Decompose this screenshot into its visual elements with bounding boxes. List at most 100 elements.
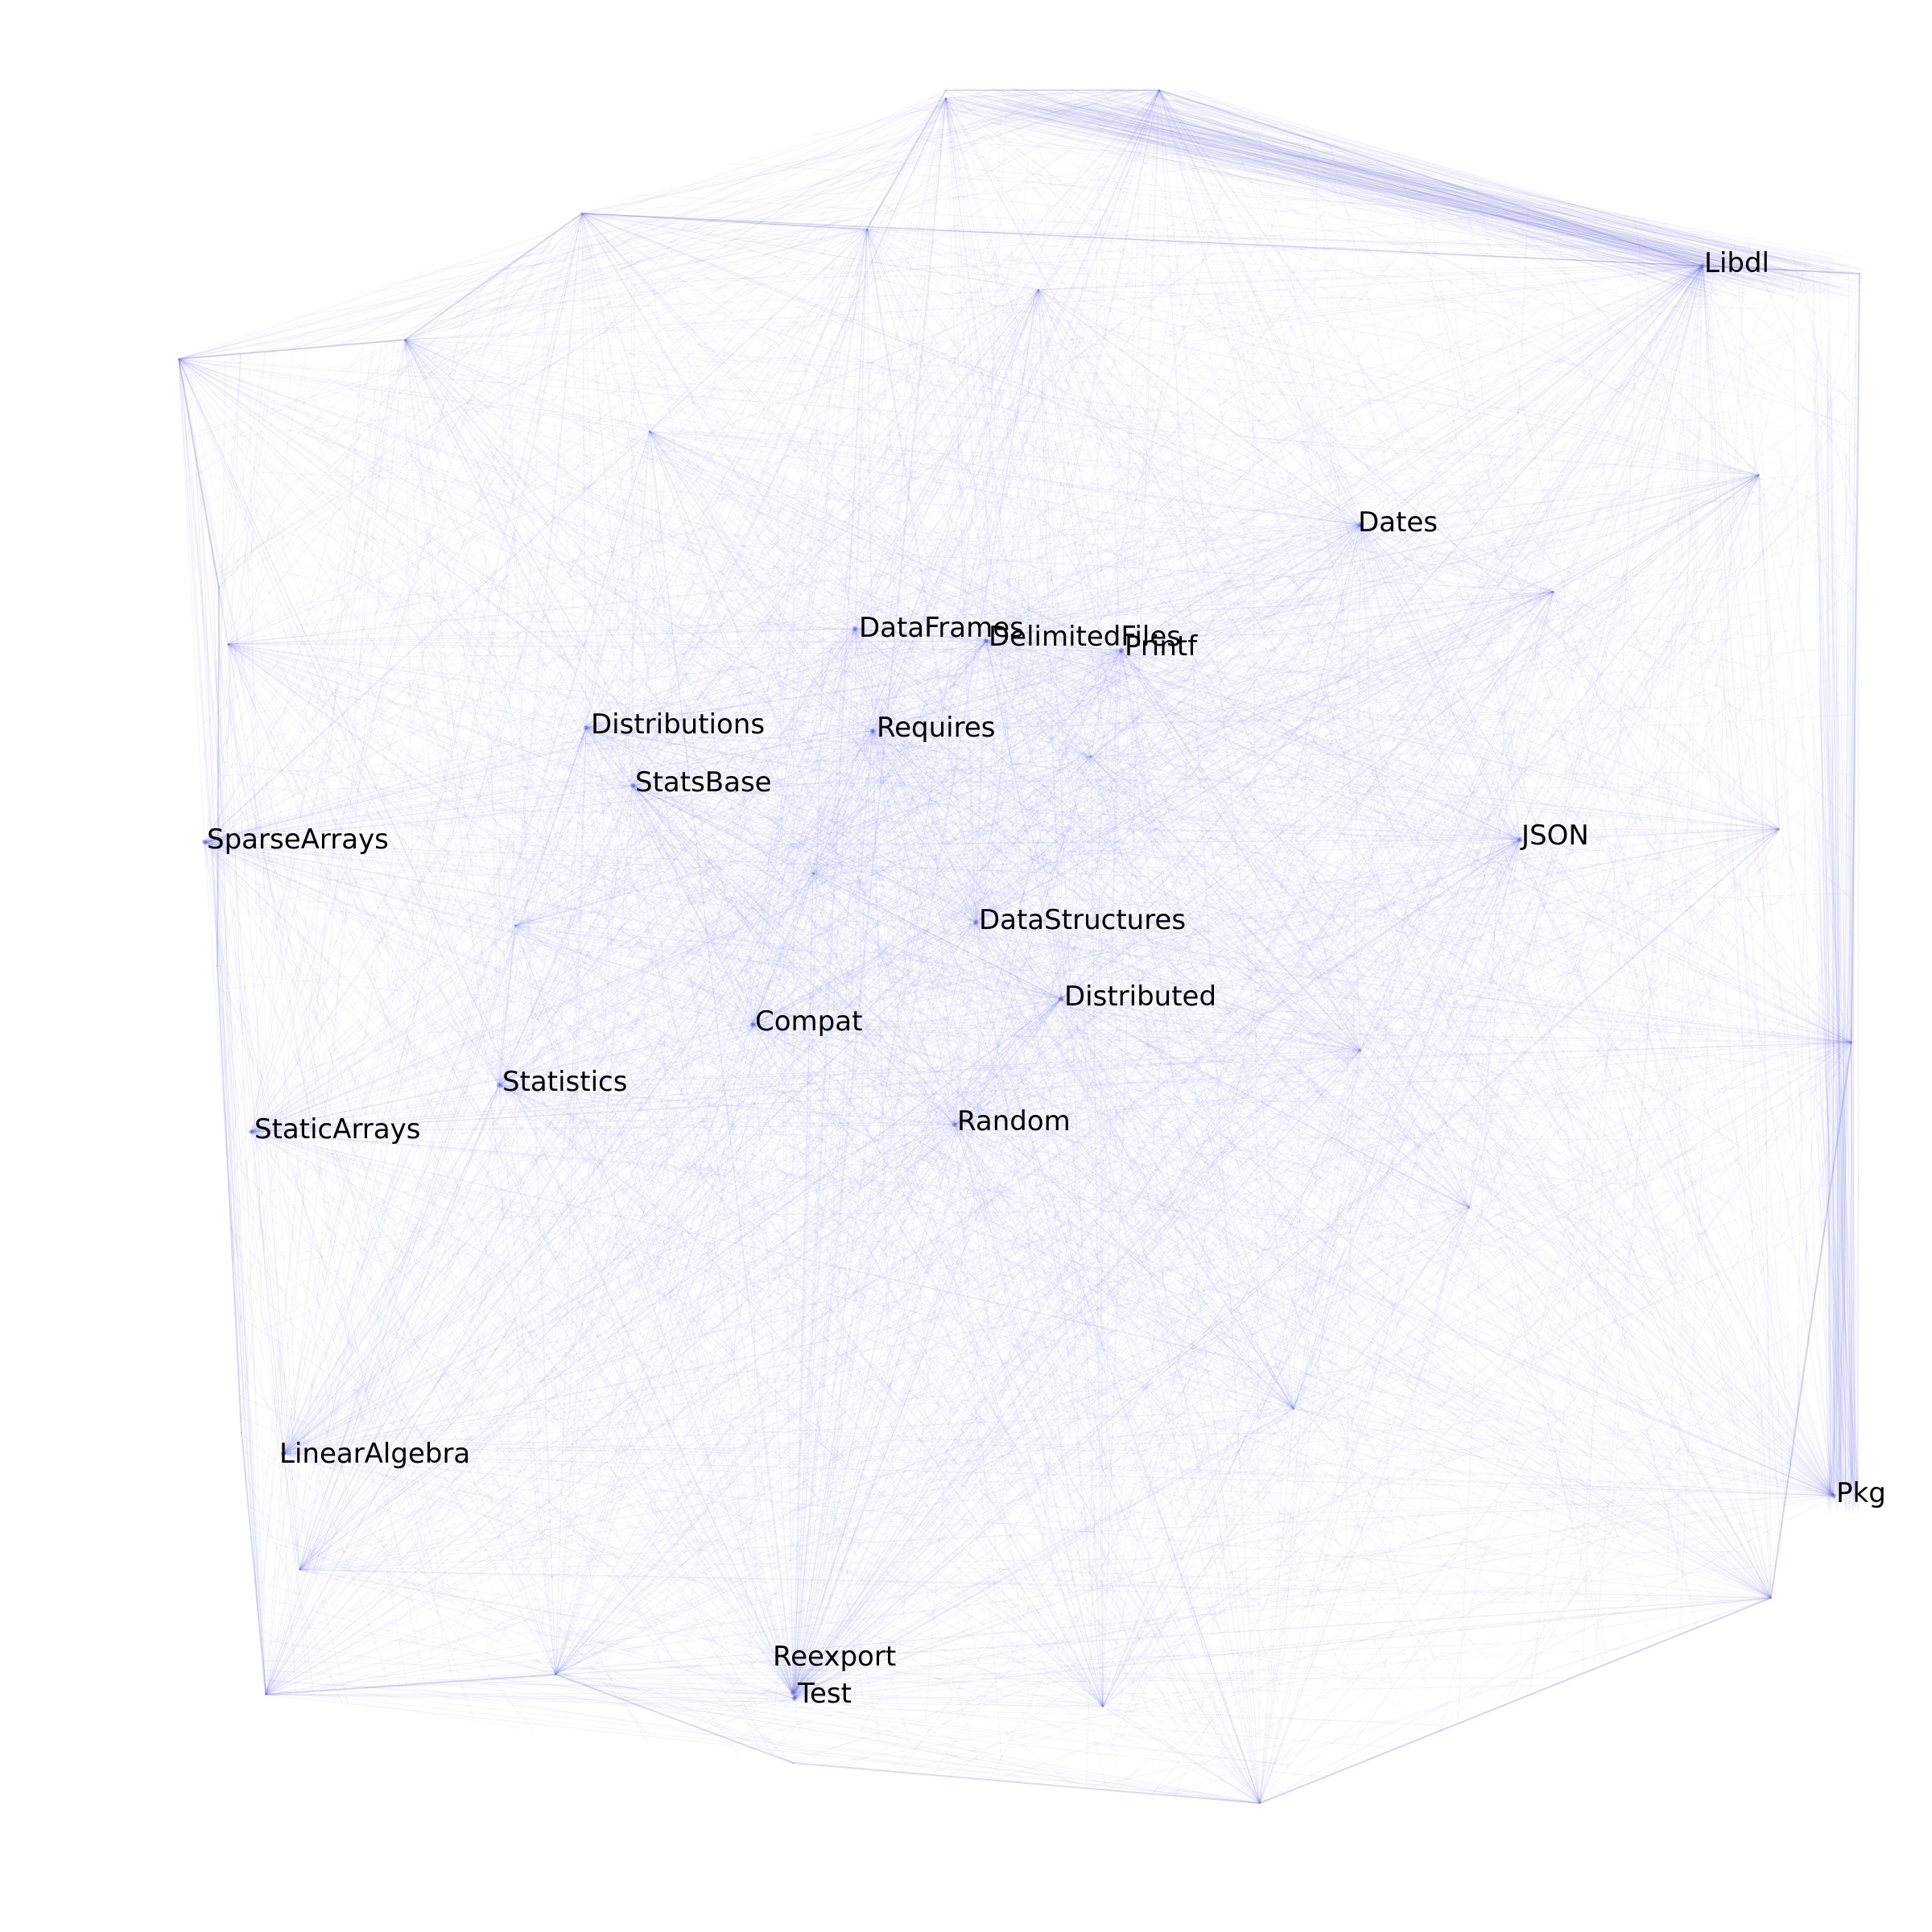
graph-edge: [953, 265, 1703, 679]
graph-edge: [872, 730, 1104, 1707]
graph-edge: [1702, 265, 1780, 830]
graph-edge: [178, 358, 650, 432]
graph-edge: [854, 628, 865, 1195]
graph-edge: [404, 339, 500, 1086]
graph-edge: [997, 265, 1703, 942]
graph-edge: [514, 730, 873, 927]
graph-edge: [854, 628, 1412, 683]
graph-edge: [283, 1453, 1104, 1707]
graph-edge: [854, 628, 1361, 1051]
graph-edge: [872, 97, 947, 732]
graph-edge: [792, 1692, 1104, 1707]
graph-edge: [1315, 265, 1703, 1572]
graph-edge: [1158, 89, 1361, 526]
graph-edge: [945, 97, 1104, 1707]
graph-edge: [1110, 265, 1703, 1303]
graph-edge: [250, 339, 406, 1133]
graph-edge: [555, 998, 1062, 1675]
graph-edge: [265, 1694, 1104, 1707]
graph-edge: [250, 998, 1062, 1133]
graph-edge: [854, 628, 1032, 1363]
graph-edge: [1060, 756, 1092, 1000]
graph-edge: [404, 229, 868, 341]
graph-edge: [265, 873, 814, 1695]
graph-edge: [1242, 188, 1361, 526]
graph-edge: [178, 229, 868, 360]
graph-edge: [794, 828, 1780, 1699]
graph-edge: [794, 1408, 1294, 1699]
graph-edge: [227, 643, 1772, 1599]
graph-edge: [945, 89, 1160, 99]
graph-edge: [812, 640, 987, 874]
graph-edge: [780, 524, 1361, 628]
graph-edge: [585, 727, 1294, 1410]
graph-edge: [227, 628, 856, 645]
graph-edge: [250, 213, 583, 1133]
graph-edge: [250, 229, 868, 1133]
graph-edge: [854, 628, 1104, 1707]
graph-edge: [792, 265, 1703, 1694]
graph-edge: [552, 258, 1361, 526]
graph-edge: [1038, 289, 1361, 526]
graph-edge: [186, 246, 535, 483]
graph-edge: [1360, 524, 1689, 1318]
graph-edge: [498, 591, 1554, 1086]
graph-edge: [1121, 524, 1361, 651]
graph-edge: [1410, 265, 1703, 1418]
graph-edge: [792, 1207, 1470, 1694]
graph-edge: [283, 213, 583, 1455]
graph-edge: [386, 628, 856, 1088]
graph-edge: [812, 828, 1780, 874]
graph-edge: [404, 339, 1470, 1208]
graph-edge: [299, 640, 987, 1571]
graph-edge: [649, 97, 947, 432]
graph-edge: [581, 213, 1294, 1410]
graph-edge: [1102, 1042, 1852, 1707]
graph-edge: [999, 524, 1361, 1395]
graph-edge: [250, 97, 947, 1133]
graph-edge: [555, 524, 1361, 1675]
graph-edge: [1293, 474, 1760, 1410]
graph-edge: [498, 1084, 1772, 1599]
graph-edge: [752, 591, 1554, 1026]
graph-edge: [498, 828, 1780, 1086]
graph-edge: [866, 229, 1092, 758]
graph-edge: [1778, 828, 1852, 1043]
graph-edge: [975, 524, 1361, 923]
graph-edge: [178, 358, 873, 732]
graph-edge: [792, 922, 976, 1694]
edge-layer: [178, 86, 1868, 1804]
graph-edge: [1759, 399, 1780, 830]
graph-edge: [1702, 265, 1836, 597]
graph-edge: [410, 342, 856, 630]
graph-edge: [1259, 1050, 1361, 1804]
graph-edge: [975, 922, 1852, 1043]
graph-edge: [1360, 524, 1516, 1164]
graph-edge: [794, 873, 814, 1699]
graph-edge: [651, 265, 1703, 1245]
graph-edge: [866, 229, 1470, 1208]
graph-edge: [1038, 289, 1835, 1496]
graph-edge: [985, 640, 1294, 1410]
graph-edge: [854, 119, 1108, 630]
graph-edge: [581, 213, 634, 786]
graph-edge: [792, 1124, 956, 1694]
graph-edge: [265, 339, 406, 1695]
graph-edge: [227, 431, 650, 645]
graph-edge: [394, 628, 856, 642]
graph-edge: [178, 358, 1062, 1000]
graph-edge: [854, 628, 1703, 714]
graph-edge: [178, 358, 1772, 1599]
graph-edge: [854, 628, 1459, 638]
graph-edge: [954, 839, 1521, 1125]
graph-edge: [1584, 265, 1703, 616]
graph-edge: [309, 524, 1361, 698]
graph-edge: [866, 89, 1160, 230]
graph-edge: [1039, 265, 1703, 1202]
graph-edge: [411, 265, 1703, 1444]
graph-edge: [854, 628, 1772, 1599]
graph-edge: [1383, 265, 1703, 747]
graph-edge: [650, 265, 1703, 923]
graph-edge: [1284, 524, 1361, 1645]
graph-edge: [605, 524, 1361, 1334]
